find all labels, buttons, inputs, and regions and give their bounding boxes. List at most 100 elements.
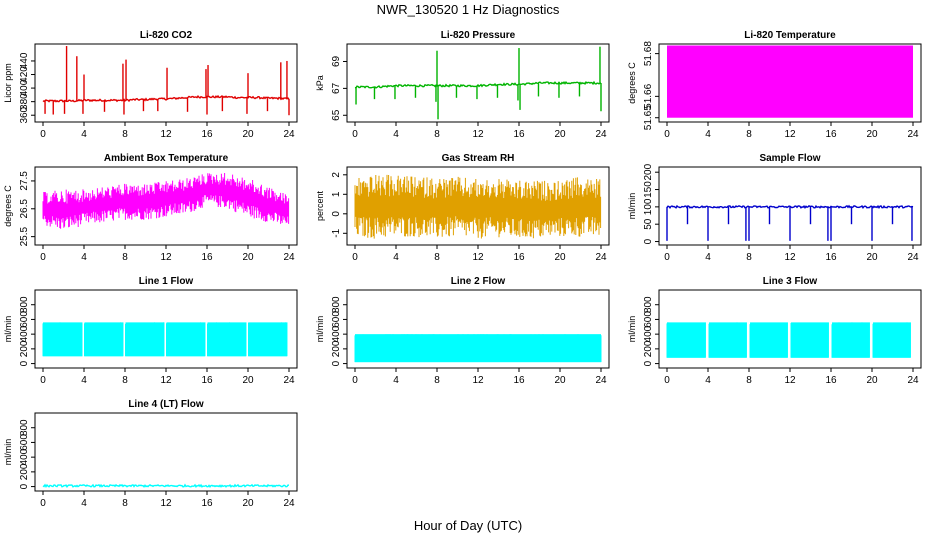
x-tick-label: 12	[784, 252, 796, 263]
x-tick-label: 4	[705, 129, 711, 140]
x-axis-label: Hour of Day (UTC)	[414, 518, 522, 533]
x-tick-label: 20	[866, 129, 878, 140]
y-tick-label: 0	[643, 360, 654, 366]
x-tick-label: 0	[664, 252, 670, 263]
y-tick-label: 200	[643, 340, 654, 357]
y-axis-label: ml/min	[3, 316, 13, 343]
y-tick-label: 0	[643, 238, 654, 244]
x-tick-label: 8	[746, 129, 752, 140]
x-tick-label: 8	[746, 375, 752, 386]
x-tick-label: 16	[513, 129, 525, 140]
y-tick-label: 26.5	[19, 199, 30, 219]
x-tick-label: 24	[907, 375, 919, 386]
panel-7: Line 1 Flow ml/min 0 4 8 12 16 20 24 0 20040060080…	[3, 276, 298, 386]
flow-segment-noise	[749, 322, 788, 358]
y-tick-label: 400	[331, 325, 342, 342]
y-axis-label: kPa	[315, 75, 325, 91]
x-tick-label: 20	[242, 129, 254, 140]
x-tick-label: 20	[242, 252, 254, 263]
x-tick-label: 24	[595, 375, 607, 386]
x-tick-label: 12	[160, 498, 172, 509]
x-tick-label: 24	[283, 252, 295, 263]
y-tick-label: 0	[331, 211, 342, 217]
x-tick-label: 20	[554, 129, 566, 140]
x-tick-label: 12	[784, 129, 796, 140]
y-tick-label: 150	[643, 181, 654, 198]
y-axis-label: ml/min	[3, 439, 13, 466]
x-tick-label: 24	[595, 129, 607, 140]
y-tick-label: 27.5	[19, 171, 30, 191]
x-tick-label: 4	[393, 129, 399, 140]
y-axis-label: ml/min	[627, 193, 637, 220]
y-axis-label: ml/min	[315, 316, 325, 343]
x-tick-label: 16	[201, 252, 213, 263]
y-tick-label: 67	[331, 82, 342, 94]
x-tick-label: 4	[705, 252, 711, 263]
panel-title: Ambient Box Temperature	[104, 153, 229, 164]
y-tick-label: 200	[19, 340, 30, 357]
y-tick-label: 65	[331, 109, 342, 121]
x-tick-label: 12	[472, 129, 484, 140]
panel-4: Ambient Box Temperature degrees C 0 4 8 12 16 2…	[3, 153, 298, 263]
x-tick-label: 24	[907, 129, 919, 140]
plot-frame	[34, 43, 298, 123]
x-tick-label: 0	[664, 375, 670, 386]
y-tick-label: 200	[331, 340, 342, 357]
flow-segment-noise	[790, 322, 829, 358]
x-tick-label: 16	[201, 498, 213, 509]
x-tick-label: 4	[393, 375, 399, 386]
x-tick-label: 16	[201, 375, 213, 386]
x-tick-label: 0	[664, 129, 670, 140]
y-tick-label: 200	[643, 163, 654, 180]
y-tick-label: -1	[331, 228, 342, 237]
x-tick-label: 20	[242, 375, 254, 386]
y-tick-label: 400	[19, 448, 30, 465]
figure-title: NWR_130520 1 Hz Diagnostics	[377, 2, 560, 17]
y-tick-label: 51.68	[643, 41, 654, 66]
plot-frame	[34, 412, 298, 492]
x-tick-label: 8	[434, 129, 440, 140]
x-tick-label: 20	[554, 252, 566, 263]
x-tick-label: 8	[746, 252, 752, 263]
data-line	[354, 80, 602, 89]
x-tick-label: 16	[825, 375, 837, 386]
flow-segment-noise	[166, 322, 205, 357]
y-axis-label: degrees C	[3, 185, 13, 227]
x-tick-label: 24	[595, 252, 607, 263]
x-tick-label: 12	[160, 252, 172, 263]
y-tick-label: 800	[19, 296, 30, 313]
flow-segment-noise	[666, 322, 706, 358]
x-tick-label: 12	[784, 375, 796, 386]
x-tick-label: 12	[472, 252, 484, 263]
panel-title: Li-820 Temperature	[744, 30, 836, 41]
data-line	[42, 483, 290, 489]
y-axis-label: degrees C	[627, 62, 637, 104]
x-tick-label: 16	[513, 252, 525, 263]
panel-8: Line 2 Flow ml/min 0 4 8 12 16 20 24 0 20040060080…	[315, 276, 610, 386]
panel-title: Line 1 Flow	[139, 276, 194, 287]
y-tick-label: 360	[19, 106, 30, 123]
x-tick-label: 8	[122, 375, 128, 386]
y-tick-label: 600	[331, 311, 342, 328]
panel-title: Line 3 Flow	[763, 276, 818, 287]
x-tick-label: 12	[160, 375, 172, 386]
x-tick-label: 8	[434, 252, 440, 263]
x-tick-label: 20	[554, 375, 566, 386]
y-axis-label: Licor ppm	[3, 63, 13, 103]
data-band	[667, 45, 913, 118]
data-band	[42, 173, 290, 229]
y-tick-label: 0	[331, 360, 342, 366]
data-band	[354, 174, 602, 239]
x-tick-label: 0	[352, 252, 358, 263]
panel-title: Li-820 CO2	[140, 30, 193, 41]
x-tick-label: 20	[866, 375, 878, 386]
y-tick-label: 800	[19, 419, 30, 436]
x-tick-label: 0	[40, 498, 46, 509]
x-tick-label: 0	[40, 252, 46, 263]
y-tick-label: 400	[19, 325, 30, 342]
x-tick-label: 16	[513, 375, 525, 386]
flow-segment-noise	[354, 334, 602, 363]
x-tick-label: 16	[201, 129, 213, 140]
